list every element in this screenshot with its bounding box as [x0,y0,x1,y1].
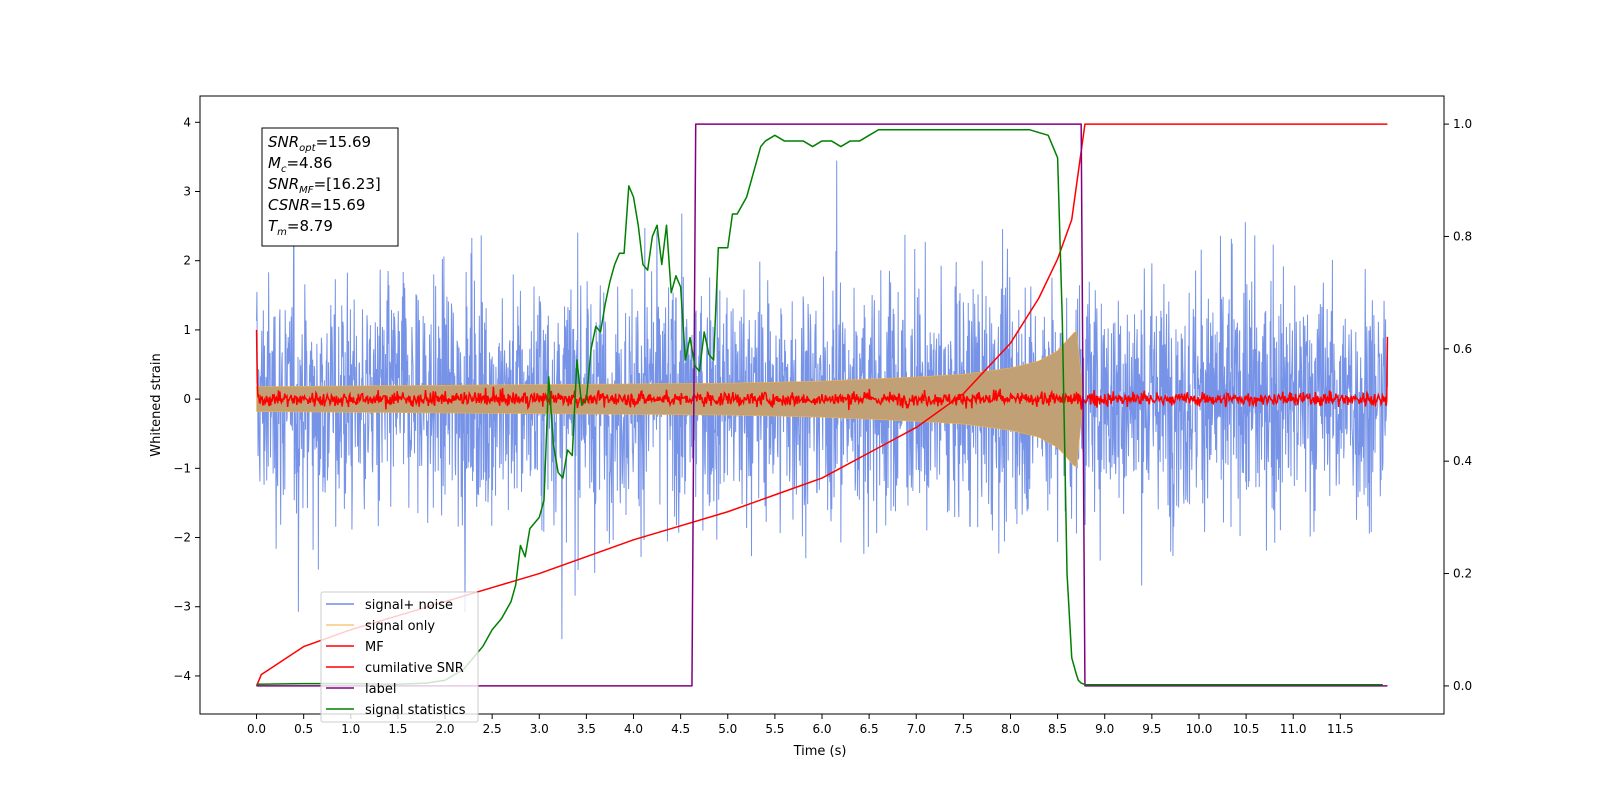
y2-tick-label: 0.0 [1453,679,1472,693]
legend-entry: cumilative SNR [365,661,464,676]
annotation-value: =15.69 [316,133,372,151]
x-tick-label: 10.5 [1233,722,1260,736]
y2-tick-label: 0.4 [1453,454,1472,468]
annotation-line: Tm=8.79 [268,217,333,238]
y-tick-label: 3 [183,185,191,199]
annotation-line: SNRMF=[16.23] [268,175,381,196]
x-tick-label: 10.0 [1186,722,1213,736]
annotation-line: Mc=4.86 [268,154,332,175]
y-tick-label: −2 [173,531,191,545]
x-tick-label: 6.0 [812,722,831,736]
x-tick-label: 0.0 [247,722,266,736]
x-tick-label: 0.5 [294,722,313,736]
x-tick-label: 9.5 [1142,722,1161,736]
annotation-value: =[16.23] [314,175,381,193]
annotation-subscript: MF [299,185,314,196]
legend-entry: signal+ noise [365,598,453,613]
x-tick-label: 8.5 [1048,722,1067,736]
annotation-line: SNRopt=15.69 [268,133,371,154]
y-axis-label: Whitened strain [149,353,164,456]
annotation-symbol: SNR [268,175,299,193]
x-tick-label: 11.0 [1280,722,1307,736]
y-tick-label: 1 [183,323,191,337]
y-tick-label: 2 [183,254,191,268]
y-tick-label: 0 [183,392,191,406]
x-tick-label: 11.5 [1327,722,1354,736]
annotation-symbol: M [268,154,281,172]
x-tick-label: 5.0 [718,722,737,736]
annotation-line: CSNR=15.69 [268,196,365,214]
y2-tick-label: 0.6 [1453,342,1472,356]
annotation-subscript: m [277,227,287,238]
y-tick-label: −3 [173,600,191,614]
x-tick-label: 6.5 [860,722,879,736]
y-axis-right: 1.0 0.8 0.6 0.4 0.2 0.0 [1444,117,1472,693]
x-tick-label: 1.0 [341,722,360,736]
legend-entry: signal only [365,619,435,634]
x-tick-label: 5.5 [765,722,784,736]
x-tick-label: 9.0 [1095,722,1114,736]
x-tick-label: 2.0 [435,722,454,736]
legend-frame [320,591,479,723]
annotation-subscript: opt [299,143,316,154]
y2-tick-label: 1.0 [1453,117,1472,131]
y2-tick-label: 0.2 [1453,567,1472,581]
x-tick-label: 4.5 [671,722,690,736]
y2-tick-label: 0.8 [1453,229,1472,243]
x-tick-label: 2.5 [483,722,502,736]
annotation-symbol: CSNR [268,196,310,214]
annotation-symbol: T [268,217,279,235]
annotation-frame [261,127,399,247]
mf-line [255,329,1389,411]
y-tick-label: −1 [173,461,191,475]
legend-entry: label [365,682,396,697]
legend: signal+ noise signal only MF cumilative SNR… [320,591,479,723]
x-tick-label: 4.0 [624,722,643,736]
legend-entry: signal statistics [365,703,466,718]
annotation-value: =15.69 [310,196,366,214]
legend-entry: MF [365,640,384,655]
signal-statistics-line [256,128,1383,686]
label-line [256,123,1388,687]
signal-noise-series [256,160,1388,640]
x-tick-label: 3.5 [577,722,596,736]
x-tick-label: 7.0 [907,722,926,736]
annotation-value: =8.79 [287,217,333,235]
x-tick-label: 1.5 [388,722,407,736]
annotation-box: SNRopt=15.69Mc=4.86SNRMF=[16.23]CSNR=15.… [261,127,399,247]
annotation-symbol: SNR [268,133,299,151]
x-tick-label: 7.5 [954,722,973,736]
y-tick-label: 4 [183,115,191,129]
x-tick-label: 8.0 [1001,722,1020,736]
y-tick-label: −4 [173,669,191,683]
x-axis-label: Time (s) [793,744,847,759]
x-tick-label: 3.0 [530,722,549,736]
signal-noise-line [256,160,1388,640]
annotation-subscript: c [281,164,287,175]
y-axis-left: 4 3 2 1 0 −1 −2 −3 −4 [173,115,200,683]
x-axis: 0.0 0.5 1.0 1.5 2.0 2.5 3.0 3.5 4.0 4.5 5.0 5.5 6.0 6… [247,714,1354,736]
mf-series [255,329,1389,411]
annotation-value: =4.86 [286,154,332,172]
